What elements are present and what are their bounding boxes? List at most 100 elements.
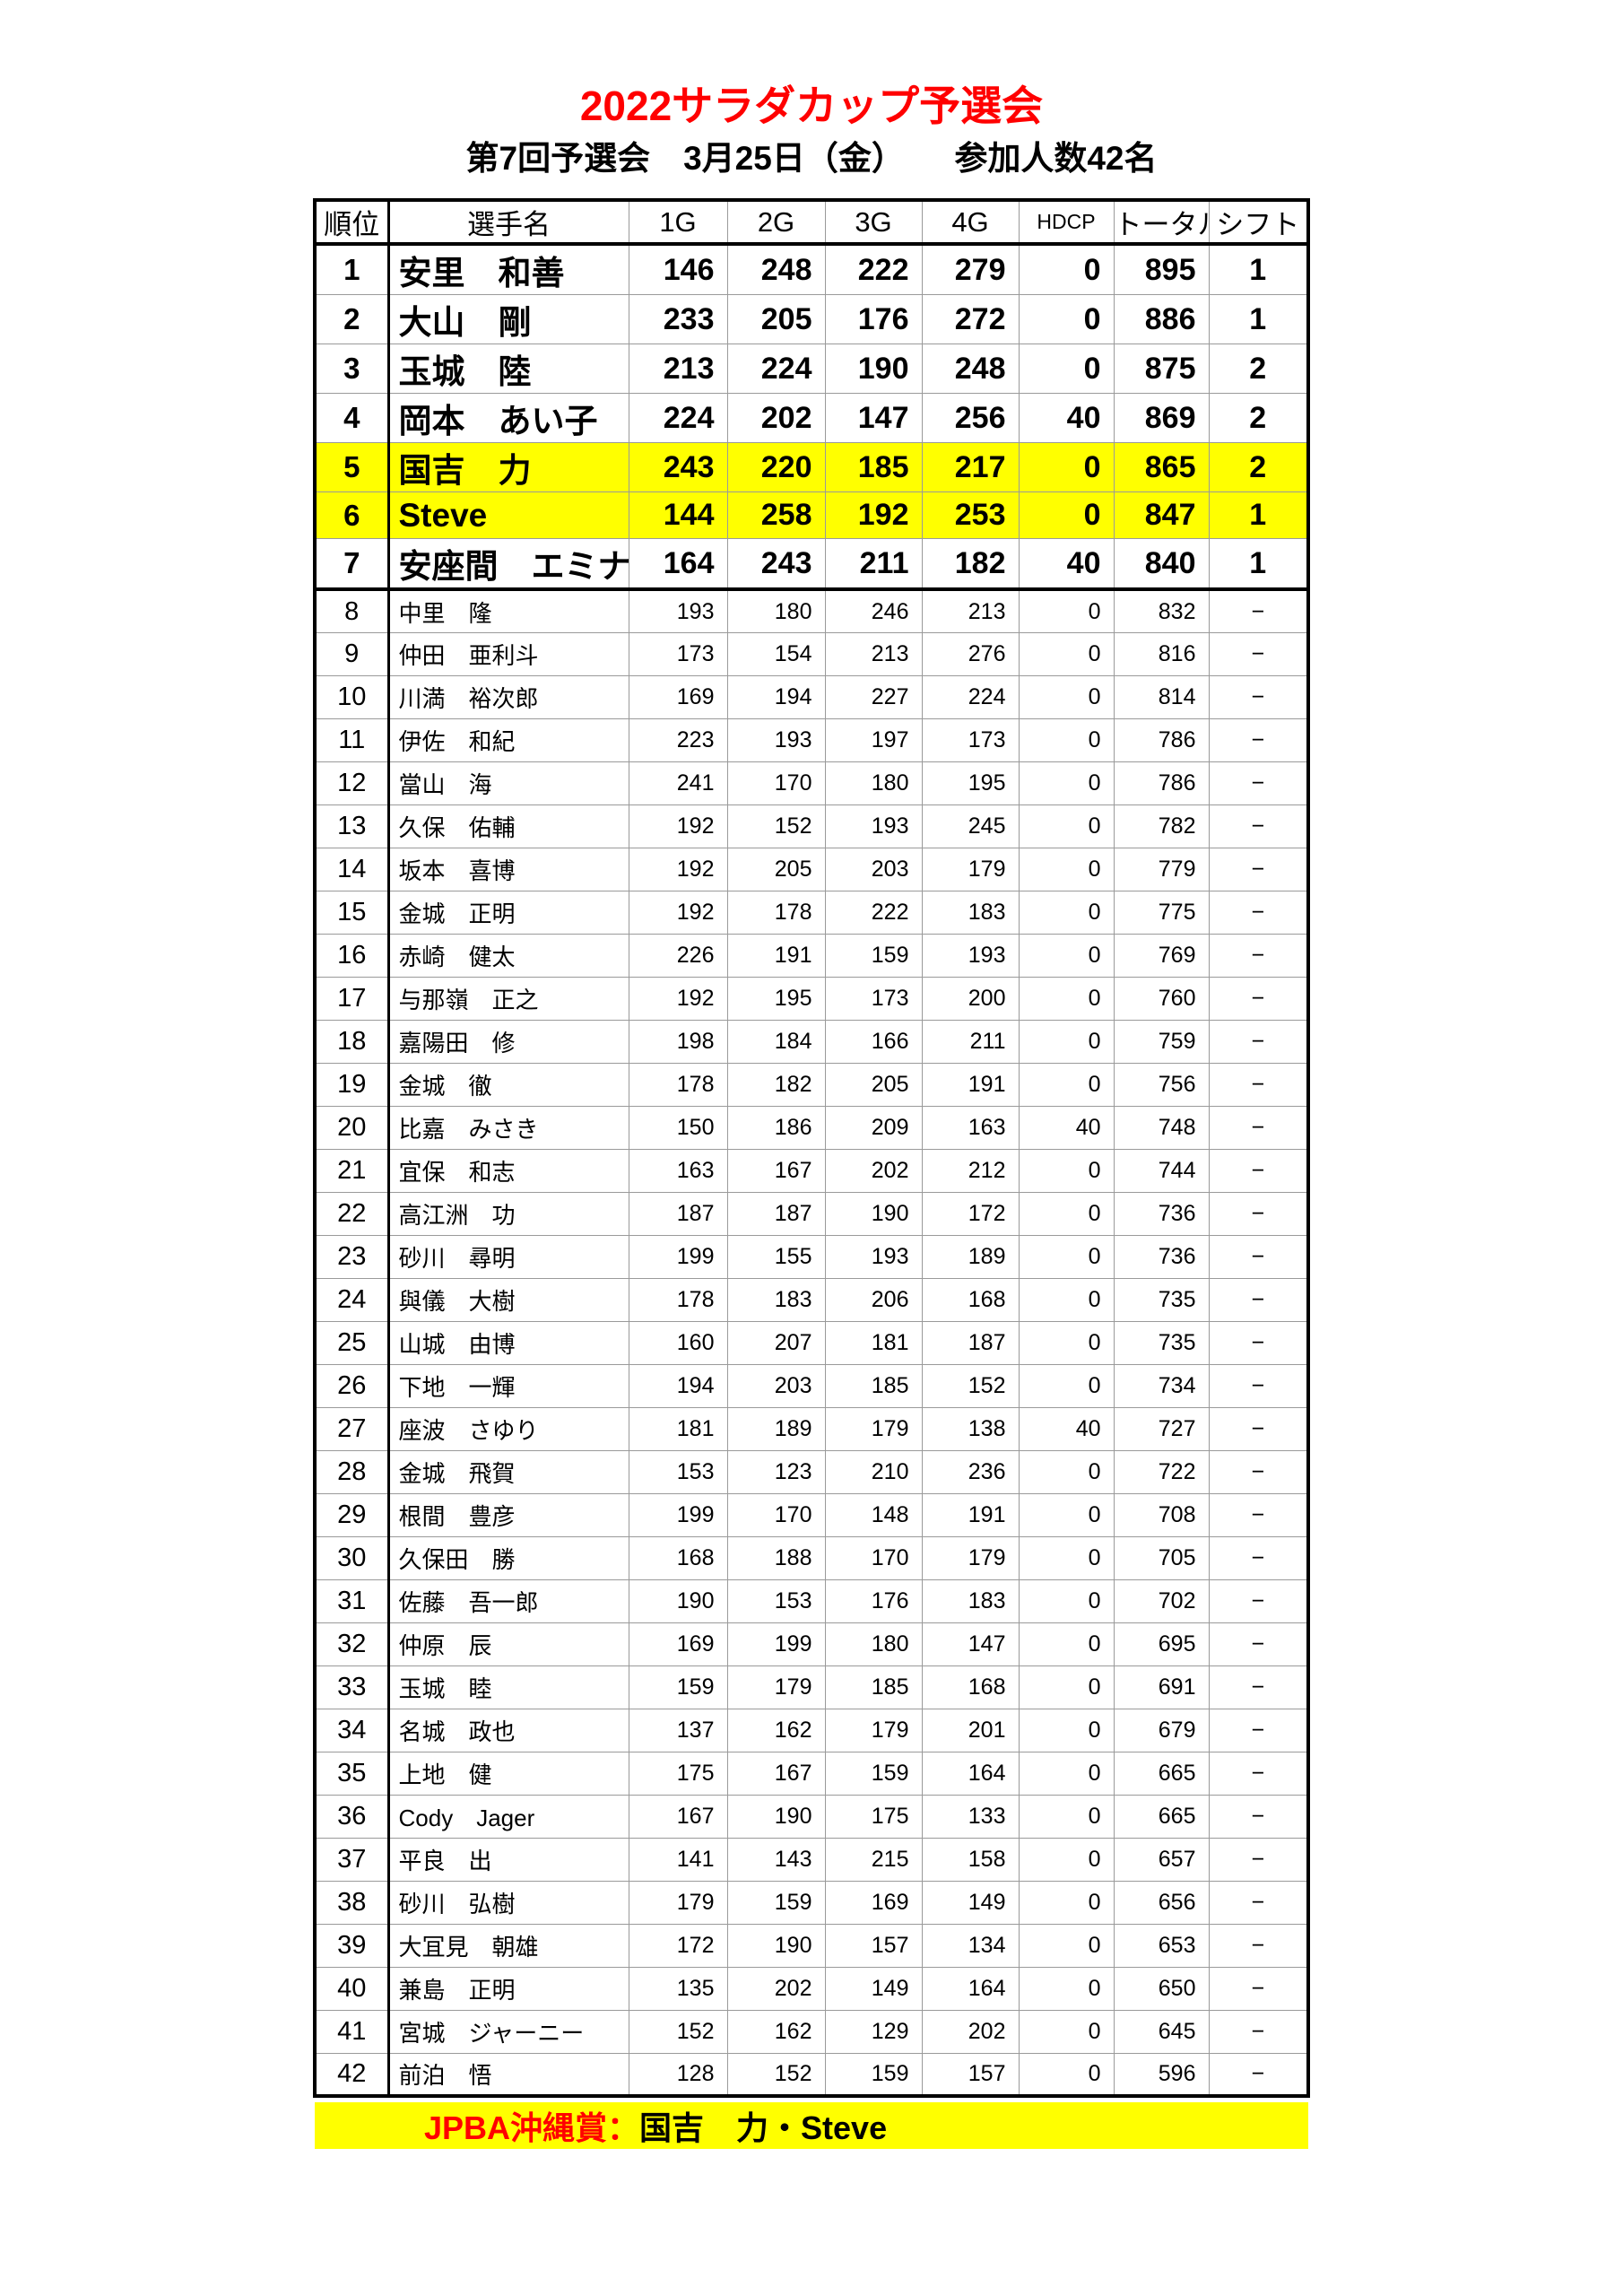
cell-game4: 179 — [921, 847, 1020, 891]
cell-shift: − — [1208, 1923, 1309, 1968]
cell-game4: 212 — [921, 1148, 1020, 1193]
header-player: 選手名 — [387, 199, 629, 247]
cell-game3: 166 — [824, 1019, 923, 1064]
cell-hdcp: 0 — [1018, 1535, 1115, 1580]
cell-game2: 248 — [726, 243, 826, 296]
cell-total: 744 — [1113, 1148, 1210, 1193]
cell-total: 596 — [1113, 2052, 1210, 2097]
cell-player-name: 下地 一輝 — [387, 1363, 629, 1408]
cell-total: 875 — [1113, 344, 1210, 395]
cell-player-name: Steve — [387, 491, 629, 540]
cell-hdcp: 0 — [1018, 442, 1115, 493]
table-row: 18 嘉陽田 修 198 184 166 211 0 759 − — [314, 1019, 1309, 1064]
cell-total: 847 — [1113, 491, 1210, 540]
cell-rank: 28 — [314, 1449, 390, 1494]
page-title: 2022サラダカップ予選会 — [579, 83, 1044, 129]
cell-player-name: 坂本 喜博 — [387, 847, 629, 891]
cell-hdcp: 40 — [1018, 538, 1115, 592]
cell-game2: 191 — [726, 933, 826, 978]
cell-game3: 197 — [824, 718, 923, 762]
table-row: 15 金城 正明 192 178 222 183 0 775 − — [314, 890, 1309, 935]
cell-hdcp: 0 — [1018, 344, 1115, 395]
table-row: 41 宮城 ジャーニー 152 162 129 202 0 645 − — [314, 2009, 1309, 2054]
cell-game4: 172 — [921, 1191, 1020, 1236]
cell-rank: 3 — [314, 344, 390, 395]
cell-total: 814 — [1113, 674, 1210, 719]
table-row: 37 平良 出 141 143 215 158 0 657 − — [314, 1837, 1309, 1882]
table-row: 4 岡本 あい子 224 202 147 256 40 869 2 — [314, 393, 1309, 444]
cell-game1: 153 — [628, 1449, 728, 1494]
cell-player-name: Cody Jager — [387, 1794, 629, 1839]
cell-game4: 217 — [921, 442, 1020, 493]
cell-game2: 152 — [726, 2052, 826, 2097]
cell-hdcp: 0 — [1018, 1191, 1115, 1236]
results-table: 順位 選手名 1G 2G 3G 4G HDCP トータル シフト 1 安里 和善… — [313, 198, 1310, 2099]
cell-player-name: 金城 正明 — [387, 890, 629, 935]
cell-shift: − — [1208, 1966, 1309, 2011]
cell-total: 782 — [1113, 804, 1210, 848]
cell-player-name: 比嘉 みさき — [387, 1105, 629, 1150]
cell-total: 786 — [1113, 718, 1210, 762]
cell-game4: 138 — [921, 1406, 1020, 1451]
cell-game3: 222 — [824, 243, 923, 296]
cell-shift: − — [1208, 631, 1309, 676]
cell-game3: 213 — [824, 631, 923, 676]
cell-player-name: 高江洲 功 — [387, 1191, 629, 1236]
cell-game4: 201 — [921, 1708, 1020, 1752]
header-rank: 順位 — [314, 199, 390, 247]
cell-game1: 160 — [628, 1320, 728, 1365]
cell-game4: 157 — [921, 2052, 1020, 2097]
table-row: 24 與儀 大樹 178 183 206 168 0 735 − — [314, 1277, 1309, 1322]
cell-shift: − — [1208, 804, 1309, 848]
cell-player-name: 佐藤 吾一郎 — [387, 1578, 629, 1623]
cell-game3: 147 — [824, 393, 923, 444]
cell-total: 665 — [1113, 1794, 1210, 1839]
cell-player-name: 金城 飛賀 — [387, 1449, 629, 1494]
cell-total: 865 — [1113, 442, 1210, 493]
cell-total: 645 — [1113, 2009, 1210, 2054]
cell-hdcp: 0 — [1018, 1320, 1115, 1365]
cell-total: 759 — [1113, 1019, 1210, 1064]
header-game3: 3G — [824, 199, 923, 247]
cell-player-name: 與儀 大樹 — [387, 1277, 629, 1322]
cell-rank: 41 — [314, 2009, 390, 2054]
cell-game3: 227 — [824, 674, 923, 719]
cell-hdcp: 0 — [1018, 718, 1115, 762]
cell-player-name: 仲田 亜利斗 — [387, 631, 629, 676]
cell-shift: − — [1208, 1535, 1309, 1580]
cell-game3: 173 — [824, 976, 923, 1021]
cell-game2: 220 — [726, 442, 826, 493]
cell-game3: 181 — [824, 1320, 923, 1365]
table-row: 27 座波 さゆり 181 189 179 138 40 727 − — [314, 1406, 1309, 1451]
cell-game4: 193 — [921, 933, 1020, 978]
cell-total: 705 — [1113, 1535, 1210, 1580]
cell-hdcp: 0 — [1018, 1708, 1115, 1752]
cell-game3: 190 — [824, 1191, 923, 1236]
cell-game2: 224 — [726, 344, 826, 395]
cell-total: 760 — [1113, 976, 1210, 1021]
cell-hdcp: 0 — [1018, 1019, 1115, 1064]
cell-rank: 21 — [314, 1148, 390, 1193]
table-row: 7 安座間 エミナ 164 243 211 182 40 840 1 — [314, 538, 1309, 592]
cell-player-name: 根間 豊彦 — [387, 1492, 629, 1537]
cell-game1: 173 — [628, 631, 728, 676]
cell-game1: 190 — [628, 1578, 728, 1623]
cell-rank: 27 — [314, 1406, 390, 1451]
cell-game2: 154 — [726, 631, 826, 676]
cell-total: 895 — [1113, 243, 1210, 296]
cell-rank: 6 — [314, 491, 390, 540]
cell-total: 832 — [1113, 588, 1210, 633]
cell-rank: 34 — [314, 1708, 390, 1752]
cell-game4: 276 — [921, 631, 1020, 676]
award-banner: JPBA沖縄賞： 国吉 力・Steve — [315, 2102, 1308, 2150]
cell-game3: 157 — [824, 1923, 923, 1968]
cell-game4: 195 — [921, 761, 1020, 805]
cell-hdcp: 0 — [1018, 976, 1115, 1021]
cell-total: 679 — [1113, 1708, 1210, 1752]
table-row: 1 安里 和善 146 248 222 279 0 895 1 — [314, 243, 1309, 296]
cell-rank: 31 — [314, 1578, 390, 1623]
cell-rank: 35 — [314, 1751, 390, 1796]
cell-player-name: 赤崎 健太 — [387, 933, 629, 978]
cell-game3: 206 — [824, 1277, 923, 1322]
cell-game1: 144 — [628, 491, 728, 540]
